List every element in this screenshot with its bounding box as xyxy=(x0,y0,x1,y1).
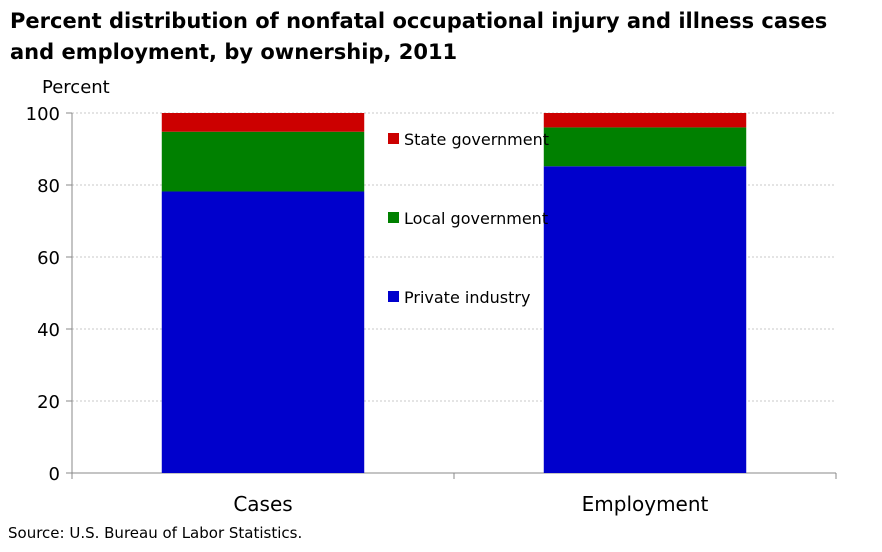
bar-cases-private-industry xyxy=(161,191,365,474)
bar-cases-local-government xyxy=(161,131,365,192)
x-tick-label: Cases xyxy=(233,492,292,516)
y-tick-label: 20 xyxy=(37,392,60,413)
source-note: Source: U.S. Bureau of Labor Statistics. xyxy=(8,524,303,542)
y-tick-label: 40 xyxy=(37,320,60,341)
y-tick-label: 0 xyxy=(49,464,60,485)
y-axis-label: Percent xyxy=(42,77,110,98)
y-tick-label: 80 xyxy=(37,176,60,197)
legend-swatch xyxy=(388,212,399,223)
legend-swatch xyxy=(388,291,399,302)
x-tick-label: Employment xyxy=(582,492,709,516)
legend-label: Private industry xyxy=(404,288,530,307)
bar-cases-state-government xyxy=(161,113,365,132)
legend-label: State government xyxy=(404,130,549,149)
y-tick-label: 100 xyxy=(26,104,60,125)
bar-employment-state-government xyxy=(543,113,747,128)
legend-label: Local government xyxy=(404,209,548,228)
legend-swatch xyxy=(388,133,399,144)
bar-employment-private-industry xyxy=(543,166,747,473)
y-tick-label: 60 xyxy=(37,248,60,269)
bar-employment-local-government xyxy=(543,127,747,167)
chart-title: Percent distribution of nonfatal occupat… xyxy=(10,9,828,64)
